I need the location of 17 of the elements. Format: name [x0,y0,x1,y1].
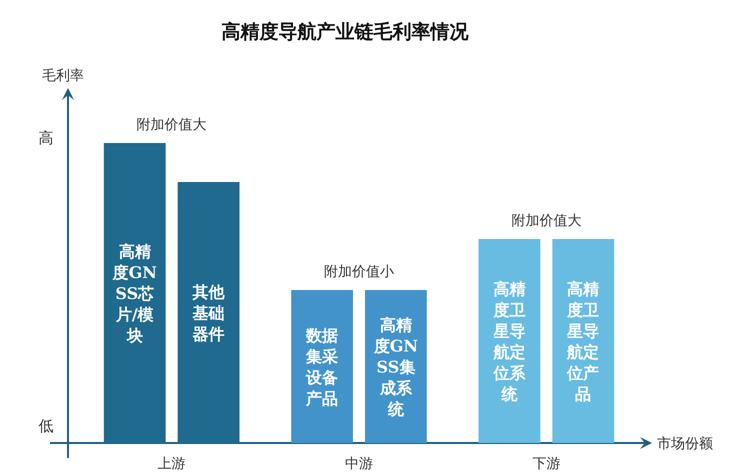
text: 高 [38,129,54,147]
category-label: 其他基础器件 [192,282,225,344]
annotation: 附加价值大 [511,213,582,229]
text: 附加价值大 [136,117,207,133]
annotation: 附加价值小 [324,264,394,280]
x-axis-title: 市场份额 [657,436,713,452]
category-label: 高精度GNSS集成系统 [374,316,418,418]
text: 下游 [532,456,560,472]
category-label: 高精度卫星导航定位产品 [567,280,600,404]
text: 低 [38,417,54,435]
category-label: 高精度卫星导航定位系统 [493,280,526,404]
category-label: 高精度GNSS芯片/模块 [112,242,157,345]
y-axis-title: 毛利率 [42,68,84,84]
text: 中游 [345,456,373,472]
text: 上游 [158,456,186,472]
category-label: 数据集采设备产品 [306,326,338,408]
chart-title: 高精度导航产业链毛利率情况 [222,21,470,43]
